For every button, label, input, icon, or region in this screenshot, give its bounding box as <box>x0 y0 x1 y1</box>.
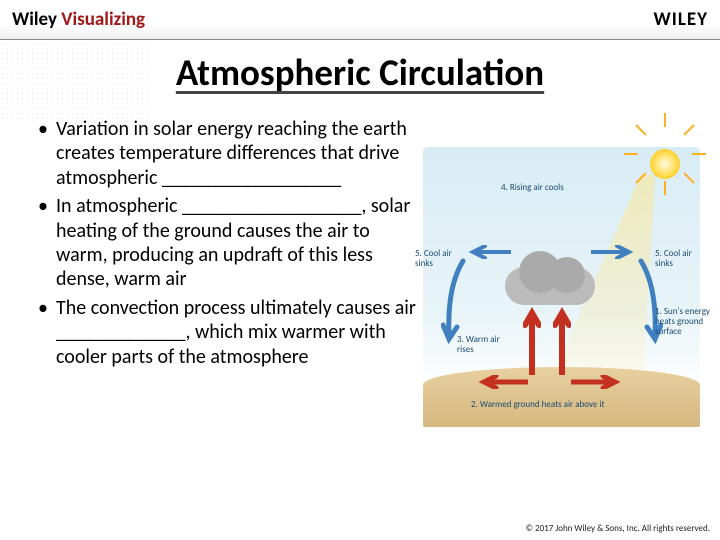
ground-region <box>423 367 700 427</box>
copyright-text: © 2017 John Wiley & Sons, Inc. All right… <box>526 523 711 534</box>
brand-word-1: Wiley <box>12 8 61 31</box>
diagram-label: 1. Sun's energy heats ground surface <box>655 307 715 337</box>
diagram-label: 5. Cool air sinks <box>655 249 697 269</box>
diagram-label: 4. Rising air cools <box>501 183 591 193</box>
content-area: Variation in solar energy reaching the e… <box>0 117 720 467</box>
dot-grid-decoration <box>0 41 150 121</box>
brand-word-2: Visualizing <box>61 8 145 31</box>
diagram-label: 2. Warmed ground heats air above it <box>471 400 671 410</box>
header-bar: Wiley Visualizing WILEY <box>0 0 720 40</box>
warm-arrow-icon <box>523 305 541 375</box>
bullet-list: Variation in solar energy reaching the e… <box>38 117 423 467</box>
warm-arrow-icon <box>478 375 528 389</box>
bullet-item: The convection process ultimately causes… <box>38 296 423 369</box>
cool-arrow-icon <box>591 245 635 259</box>
cloud-icon <box>505 267 595 305</box>
cool-arrow-icon <box>467 245 511 259</box>
warm-arrow-icon <box>553 305 571 375</box>
diagram-label: 3. Warm air rises <box>457 335 517 355</box>
bullet-item: Variation in solar energy reaching the e… <box>38 117 423 190</box>
sun-icon <box>640 139 690 189</box>
brand-left: Wiley Visualizing <box>12 8 145 31</box>
diagram-label: 5. Cool air sinks <box>415 249 457 269</box>
convection-diagram: 1. Sun's energy heats ground surface 2. … <box>423 147 700 467</box>
brand-right: WILEY <box>654 8 708 31</box>
bullet-item: In atmospheric __________________, solar… <box>38 194 423 292</box>
warm-arrow-icon <box>571 375 621 389</box>
